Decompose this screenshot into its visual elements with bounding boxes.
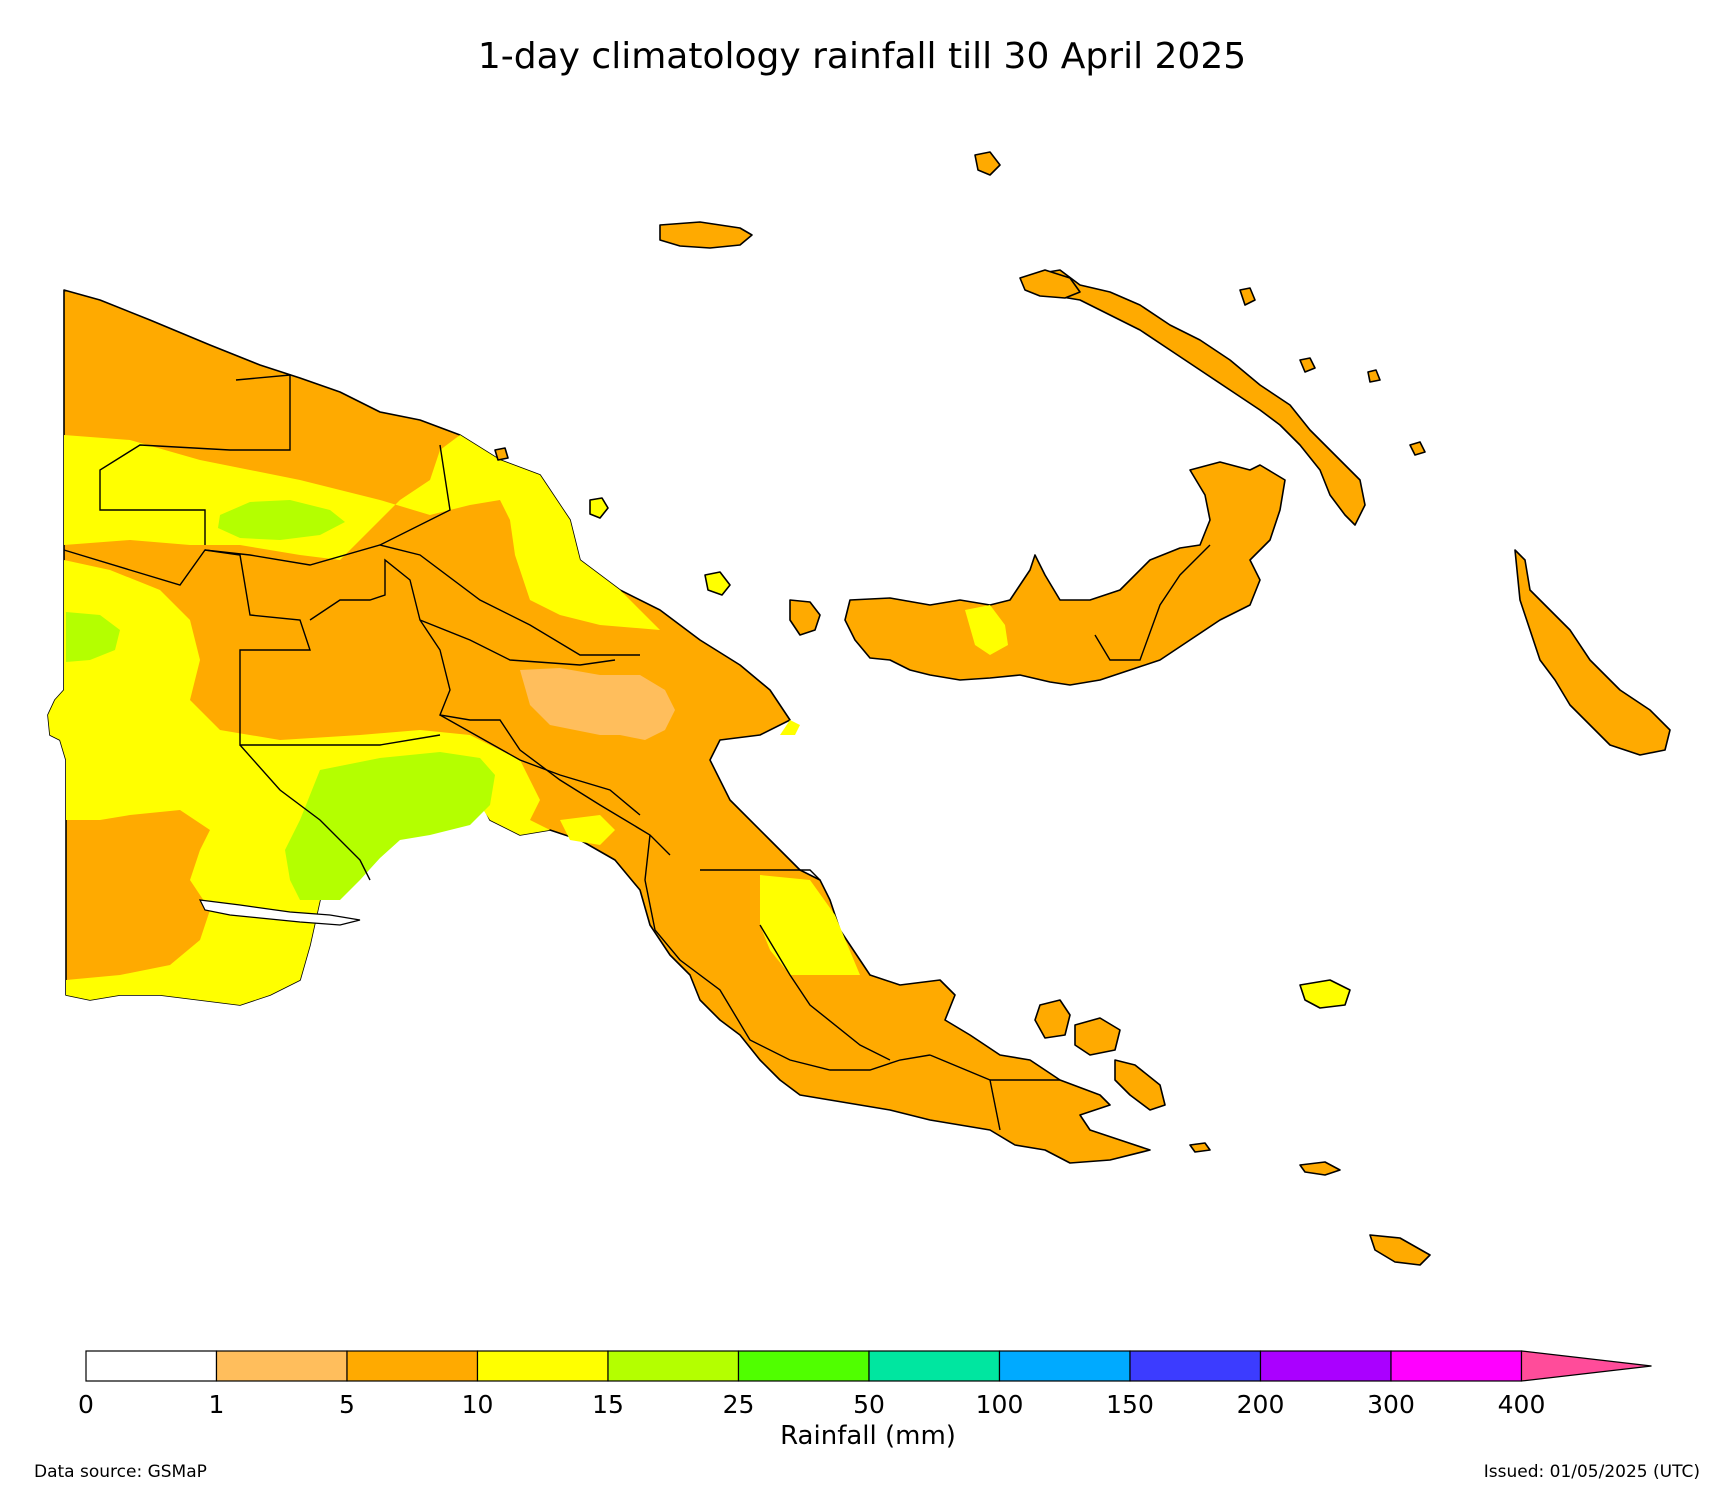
fergusson-island [1034, 999, 1071, 1039]
province-boundaries [63, 374, 1060, 1131]
colorbar-tick-label: 1 [209, 1390, 225, 1419]
colorbar-tick-label: 400 [1498, 1390, 1546, 1419]
zone-yellow-north [64, 435, 660, 630]
zone-yellow-west [48, 560, 550, 1005]
colorbar-tick-label: 0 [78, 1390, 94, 1419]
colorbar-swatch [85, 1350, 218, 1382]
nissan-island [1299, 357, 1316, 373]
small-island-4 [1189, 1142, 1211, 1153]
mussau-island [974, 151, 1001, 176]
colorbar-tick-label: 150 [1106, 1390, 1154, 1419]
long-island [704, 571, 731, 596]
normanby-island [1114, 1059, 1166, 1111]
rainfall-map [47, 151, 1671, 1266]
colorbar-swatch [346, 1350, 479, 1382]
zone-yellow-east [560, 720, 860, 975]
data-source: Data source: GSMaP [34, 1462, 207, 1482]
new-britain-boundary [1094, 544, 1211, 661]
small-island-2 [1409, 441, 1426, 456]
colorbar-extend-arrow [1520, 1350, 1652, 1382]
colorbar-tick-label: 25 [723, 1390, 755, 1419]
colorbar-tick-label: 5 [339, 1390, 355, 1419]
woodlark-island [1299, 979, 1351, 1009]
colorbar-tick-label: 300 [1367, 1390, 1415, 1419]
colorbar-tick-label: 200 [1237, 1390, 1285, 1419]
colorbar-swatch [737, 1350, 870, 1382]
rossel-island [1369, 1234, 1431, 1266]
zone-lime-north [218, 500, 345, 540]
zone-lime-west [66, 612, 120, 662]
colorbar-swatch [998, 1350, 1131, 1382]
colorbar-swatch [868, 1350, 1001, 1382]
karkar-island [589, 497, 609, 519]
issued-date: Issued: 01/05/2025 (UTC) [1483, 1462, 1700, 1482]
goodenough-island [1074, 1017, 1121, 1056]
colorbar-swatch [1390, 1350, 1523, 1382]
umboi-island [789, 599, 821, 636]
colorbar-ticks: 0 1 5 10 15 25 50 100 150 200 300 400 [78, 1390, 1545, 1419]
zone-lime-fly [285, 752, 495, 900]
colorbar-tick-label: 100 [976, 1390, 1024, 1419]
map-title: 1-day climatology rainfall till 30 April… [477, 36, 1247, 77]
colorbar-label: Rainfall (mm) [780, 1421, 956, 1451]
colorbar-swatches [85, 1350, 1652, 1382]
new-britain [844, 461, 1286, 686]
colorbar-tick-label: 10 [462, 1390, 494, 1419]
zone-lightorange-highlands [520, 668, 675, 740]
colorbar: 0 1 5 10 15 25 50 100 150 200 300 400 Rainfall (mm) [78, 1350, 1652, 1451]
colorbar-swatch [476, 1350, 609, 1382]
zone-yellow-new-britain [965, 605, 1008, 655]
colorbar-swatch [1129, 1350, 1262, 1382]
colorbar-swatch [1259, 1350, 1392, 1382]
small-island-1 [494, 447, 509, 461]
fly-river-delta [198, 899, 361, 926]
colorbar-tick-label: 50 [853, 1390, 885, 1419]
colorbar-tick-label: 15 [592, 1390, 624, 1419]
colorbar-swatch [607, 1350, 740, 1382]
sudest-island [1299, 1161, 1341, 1176]
small-island-3 [1367, 369, 1381, 383]
bougainville [1514, 549, 1671, 756]
colorbar-swatch [215, 1350, 348, 1382]
new-hanover [1019, 269, 1081, 299]
lihir-island [1239, 287, 1256, 306]
manus [659, 221, 753, 249]
